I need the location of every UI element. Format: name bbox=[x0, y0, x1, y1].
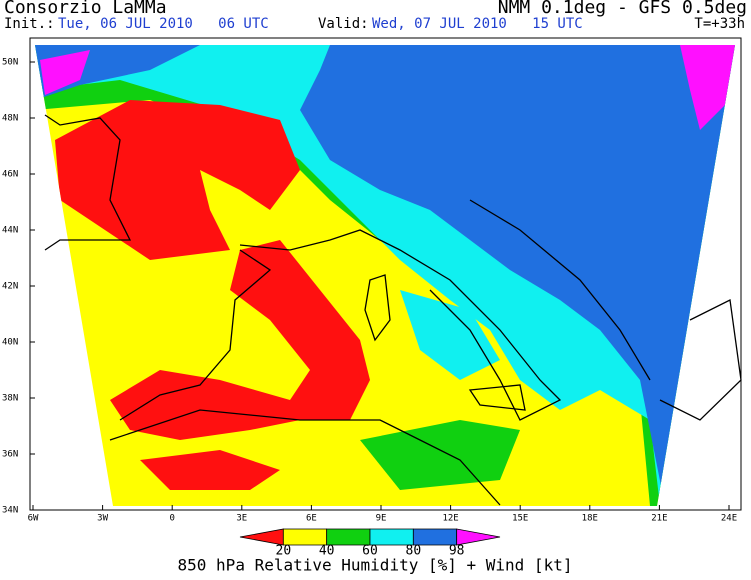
valid-time: Wed, 07 JUL 2010 15 UTC bbox=[372, 16, 583, 32]
field-red-africa bbox=[140, 450, 280, 490]
forecast-hour: T=+33h bbox=[694, 16, 745, 32]
lat-label: 44N bbox=[2, 226, 18, 236]
coast-italy bbox=[239, 229, 562, 421]
lat-label: 40N bbox=[2, 338, 18, 348]
coast-greece bbox=[659, 299, 742, 421]
field-magenta-nw bbox=[40, 50, 90, 95]
field-cyan-tyrrhenian bbox=[400, 290, 500, 380]
field-green-south bbox=[360, 420, 520, 490]
coast-balkans bbox=[469, 199, 651, 381]
lat-label: 48N bbox=[2, 114, 18, 124]
footer-title: 850 hPa Relative Humidity [%] + Wind [kt… bbox=[178, 556, 573, 575]
lon-label: 6E bbox=[306, 514, 317, 524]
lon-label: 15E bbox=[512, 514, 528, 524]
coast-iberia-east bbox=[119, 249, 272, 421]
lat-label: 36N bbox=[2, 450, 18, 460]
colorbar-tick-label: 60 bbox=[362, 544, 378, 559]
humidity-field bbox=[35, 45, 735, 506]
colorbar-tick-label: 40 bbox=[319, 544, 335, 559]
init-label: Init.: bbox=[4, 16, 55, 32]
colorbar-tick-label: 20 bbox=[276, 544, 292, 559]
lat-label: 38N bbox=[2, 394, 18, 404]
colorbar-tick-label: 98 bbox=[449, 544, 465, 559]
lat-label: 34N bbox=[2, 506, 18, 516]
coast-africa bbox=[109, 409, 501, 506]
lat-label: 46N bbox=[2, 170, 18, 180]
lon-label: 12E bbox=[442, 514, 458, 524]
coast-corsica-sardinia bbox=[364, 274, 391, 342]
lon-label: 9E bbox=[376, 514, 387, 524]
field-magenta bbox=[680, 45, 735, 130]
colorbar-tick-label: 80 bbox=[406, 544, 422, 559]
lon-label: 24E bbox=[721, 514, 737, 524]
coast-sicily bbox=[468, 384, 526, 411]
field-red-west bbox=[55, 100, 300, 260]
colorbar-segment bbox=[456, 528, 501, 546]
lon-label: 21E bbox=[651, 514, 667, 524]
coastlines bbox=[44, 114, 742, 506]
field-red-south bbox=[110, 240, 370, 440]
lon-label: 18E bbox=[582, 514, 598, 524]
init-time: Tue, 06 JUL 2010 06 UTC bbox=[58, 16, 269, 32]
lat-label: 42N bbox=[2, 282, 18, 292]
colorbar: 20 40 60 80 98 bbox=[239, 528, 501, 559]
left-title: Consorzio LaMMa bbox=[4, 0, 167, 18]
lon-label: 6W bbox=[28, 514, 39, 524]
right-title: NMM 0.1deg - GFS 0.5deg bbox=[498, 0, 747, 18]
field-blue bbox=[300, 45, 735, 506]
axis-labels: 50N 48N 46N 44N 42N 40N 38N 36N 34N 6W 3W 0 3E 6E 9E 12… bbox=[2, 58, 737, 524]
lat-label: 50N bbox=[2, 58, 18, 68]
valid-label: Valid: bbox=[318, 16, 369, 32]
coast-iberia-north bbox=[44, 114, 132, 251]
lon-label: 0 bbox=[169, 514, 174, 524]
lon-label: 3E bbox=[236, 514, 247, 524]
lon-label: 3W bbox=[97, 514, 108, 524]
